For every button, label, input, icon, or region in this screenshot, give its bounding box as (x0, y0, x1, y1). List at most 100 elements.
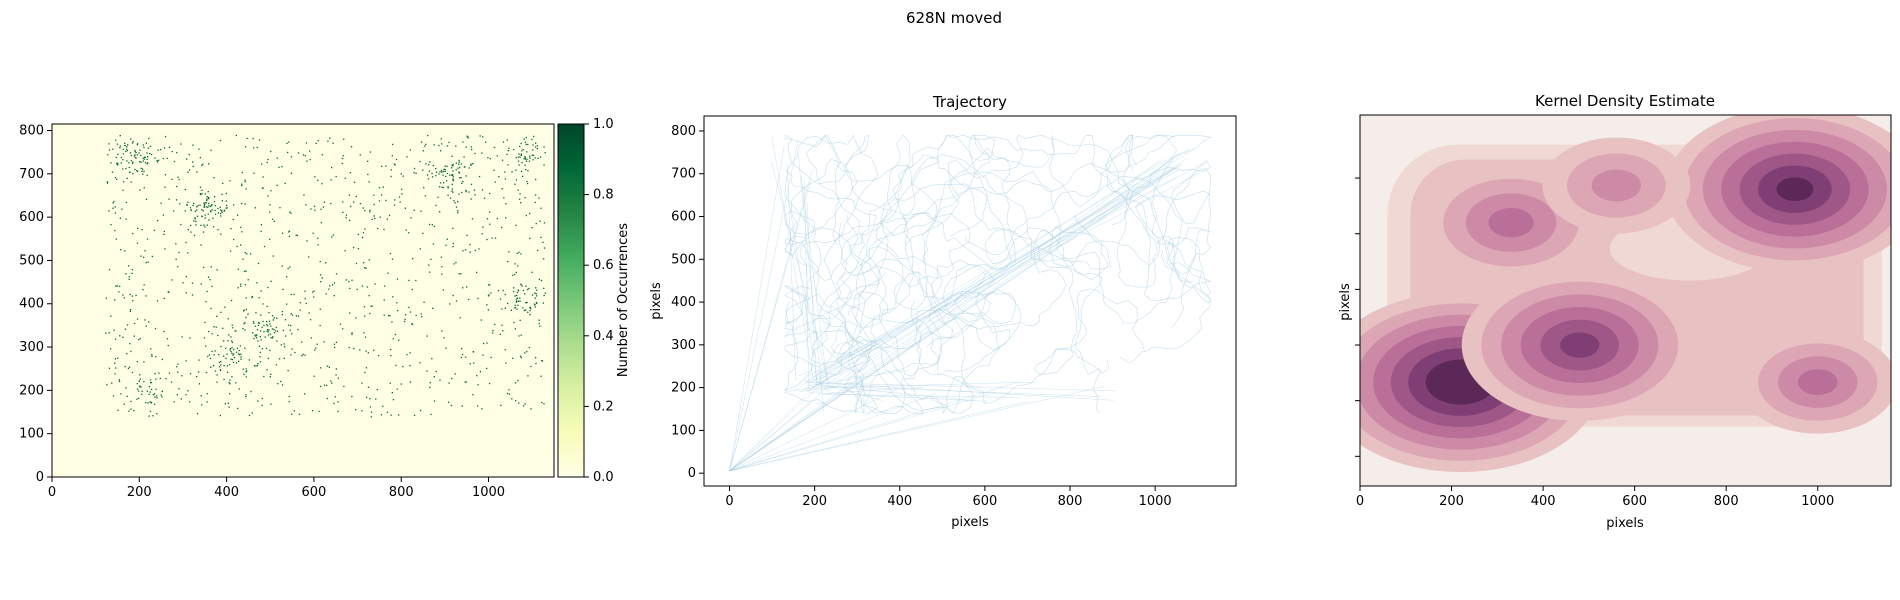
occupancy-point (305, 142, 308, 144)
occupancy-point (270, 373, 272, 375)
occupancy-point (221, 211, 223, 213)
occupancy-point (473, 189, 476, 191)
occupancy-point (150, 381, 152, 384)
occupancy-point (205, 345, 207, 347)
occupancy-point (207, 276, 210, 278)
occupancy-point (114, 206, 116, 208)
occupancy-point (348, 280, 350, 283)
occupancy-point (452, 227, 454, 229)
occupancy-point (426, 335, 428, 337)
occupancy-point (206, 198, 208, 200)
occupancy-point (157, 220, 159, 222)
occupancy-point (116, 178, 118, 180)
occupancy-point (408, 232, 410, 234)
occupancy-point (515, 224, 517, 226)
occupancy-point (177, 363, 179, 365)
occupancy-point (413, 414, 416, 416)
occupancy-point (376, 389, 378, 391)
occupancy-point (168, 372, 171, 374)
occupancy-point (263, 245, 266, 248)
occupancy-point (321, 277, 323, 279)
occupancy-point (474, 194, 476, 196)
occupancy-point (266, 369, 268, 371)
occupancy-point (526, 160, 528, 162)
trajectory-long-segment (800, 176, 828, 387)
occupancy-point (195, 220, 197, 223)
occupancy-point (392, 399, 395, 401)
trajectory-long-segment (729, 138, 799, 472)
occupancy-point (207, 206, 209, 208)
occupancy-point (352, 246, 355, 249)
occupancy-point (532, 154, 535, 156)
occupancy-point (180, 143, 182, 145)
occupancy-point (543, 247, 546, 249)
occupancy-point (388, 214, 391, 217)
occupancy-point (124, 366, 126, 368)
occupancy-point (493, 146, 496, 149)
occupancy-point (398, 414, 400, 416)
occupancy-point (269, 204, 271, 206)
occupancy-point (163, 147, 166, 149)
occupancy-point (517, 300, 520, 302)
occupancy-point (445, 347, 447, 349)
occupancy-point (257, 262, 260, 265)
occupancy-point (145, 402, 147, 404)
occupancy-point (332, 234, 334, 236)
occupancy-point (362, 232, 365, 234)
occupancy-point (365, 367, 368, 369)
occupancy-point (132, 300, 134, 302)
occupancy-point (210, 366, 212, 368)
occupancy-point (521, 285, 523, 287)
occupancy-point (384, 285, 386, 287)
occupancy-point (255, 312, 257, 314)
occupancy-point (131, 295, 133, 297)
occupancy-point (145, 198, 148, 200)
occupancy-point (254, 207, 256, 209)
occupancy-point (139, 378, 141, 380)
occupancy-point (178, 251, 180, 254)
occupancy-point (494, 237, 497, 239)
occupancy-point (148, 137, 150, 140)
occupancy-point (353, 181, 356, 183)
occupancy-point (342, 328, 344, 330)
trajectory-path (784, 271, 1000, 414)
occupancy-point (133, 155, 136, 157)
occupancy-point (244, 252, 246, 254)
occupancy-point (507, 302, 509, 305)
occupancy-point (214, 350, 216, 352)
occupancy-point (517, 156, 520, 158)
occupancy-point (333, 343, 335, 345)
occupancy-point (206, 290, 208, 293)
occupancy-point (487, 284, 490, 286)
occupancy-point (142, 289, 144, 291)
occupancy-point (115, 338, 117, 340)
occupancy-point (535, 301, 538, 304)
occupancy-point (394, 333, 397, 336)
occupancy-point (108, 143, 110, 145)
heatmap-y-tick-label: 0 (36, 470, 44, 485)
occupancy-point (343, 138, 345, 140)
occupancy-point (145, 262, 147, 264)
occupancy-point (132, 140, 134, 143)
occupancy-point (512, 148, 515, 151)
occupancy-point (467, 137, 469, 139)
occupancy-point (107, 154, 109, 156)
kde-x-tick-label: 200 (1439, 494, 1464, 509)
occupancy-point (349, 312, 351, 314)
occupancy-point (136, 388, 139, 390)
occupancy-point (462, 250, 464, 252)
occupancy-point (257, 340, 259, 342)
occupancy-point (260, 230, 262, 233)
occupancy-point (334, 396, 336, 398)
occupancy-point (504, 178, 506, 180)
occupancy-point (452, 294, 454, 297)
occupancy-point (491, 237, 493, 239)
occupancy-point (351, 279, 353, 281)
occupancy-point (138, 339, 140, 341)
kde-level (1797, 369, 1838, 395)
occupancy-point (236, 347, 239, 349)
occupancy-point (524, 403, 526, 405)
occupancy-point (337, 410, 339, 413)
occupancy-point (303, 194, 305, 196)
trajectory-y-label: pixels (649, 282, 664, 320)
